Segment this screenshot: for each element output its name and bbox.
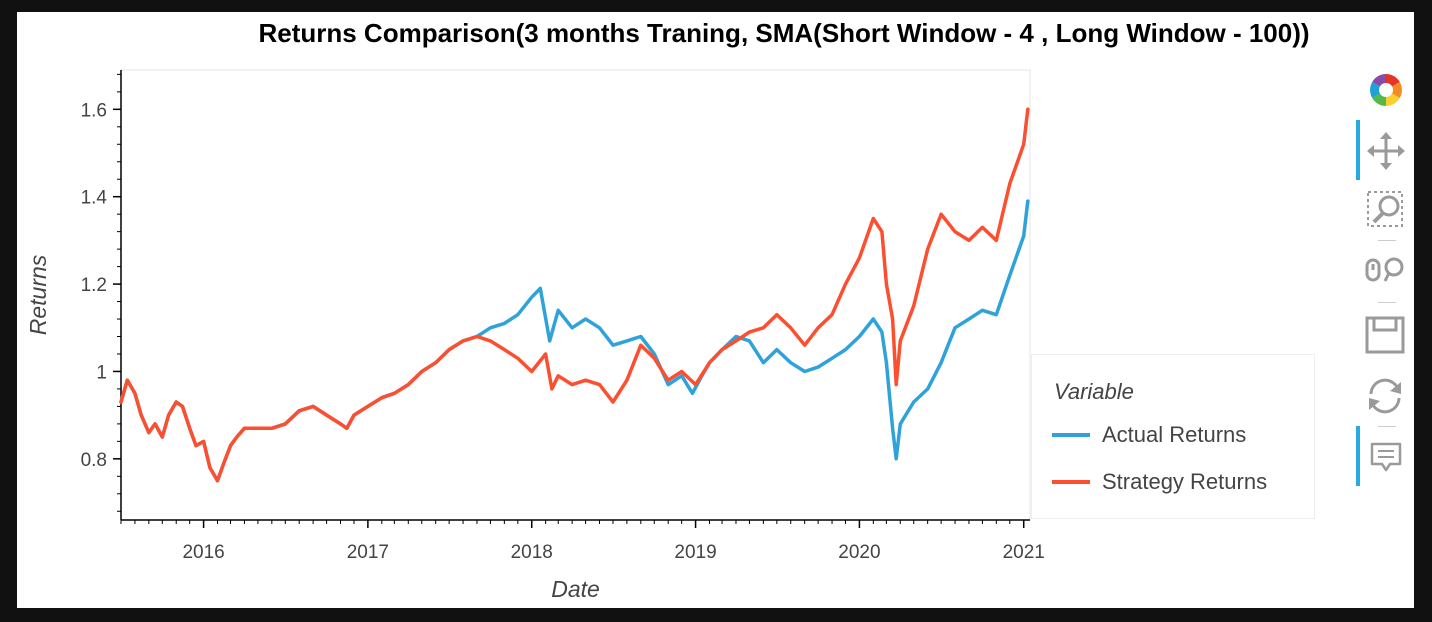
legend-item-actual-returns[interactable]: Actual Returns	[1052, 420, 1246, 450]
x-tick-label: 2016	[182, 542, 224, 563]
box-zoom-icon[interactable]	[1354, 184, 1414, 234]
bokeh-logo-icon[interactable]	[1354, 66, 1414, 116]
legend-swatch-strategy	[1052, 480, 1090, 484]
pan-active-indicator	[1356, 120, 1360, 180]
y-tick-label: 1	[96, 362, 107, 383]
chart-title: Returns Comparison(3 months Traning, SMA…	[258, 18, 1310, 48]
x-tick-label: 2021	[1003, 542, 1045, 563]
y-axis-label: Returns	[25, 254, 51, 335]
toolbar-separator	[1378, 302, 1396, 303]
y-tick-label: 1.2	[81, 275, 107, 296]
toolbar-separator	[1378, 240, 1396, 241]
y-tick-label: 0.8	[81, 450, 107, 471]
chart-toolbar	[1354, 66, 1414, 496]
legend-swatch-actual	[1052, 433, 1090, 437]
toolbar-separator	[1378, 426, 1396, 427]
save-icon[interactable]	[1354, 310, 1414, 360]
legend-item-strategy-returns[interactable]: Strategy Returns	[1052, 467, 1267, 497]
x-tick-label: 2020	[838, 542, 880, 563]
x-axis-label: Date	[551, 576, 600, 602]
hover-icon[interactable]	[1354, 432, 1414, 482]
series-line-strategy-returns[interactable]	[119, 107, 1030, 483]
legend-label-strategy: Strategy Returns	[1102, 469, 1268, 494]
legend-title: Variable	[1054, 379, 1134, 404]
y-tick-label: 1.6	[81, 100, 107, 121]
pan-icon[interactable]	[1354, 126, 1414, 176]
legend-label-actual: Actual Returns	[1102, 422, 1247, 447]
reset-icon[interactable]	[1354, 370, 1414, 420]
x-tick-label: 2018	[511, 542, 553, 563]
plot-area	[120, 69, 1031, 521]
y-tick-label: 1.4	[81, 188, 108, 209]
legend: Variable Actual Returns Strategy Returns	[1031, 354, 1315, 519]
series-line-actual-returns[interactable]	[119, 199, 1030, 483]
wheel-zoom-icon[interactable]	[1354, 246, 1414, 296]
x-tick-label: 2017	[347, 542, 389, 563]
x-tick-label: 2019	[674, 542, 716, 563]
hover-active-indicator	[1356, 426, 1360, 486]
